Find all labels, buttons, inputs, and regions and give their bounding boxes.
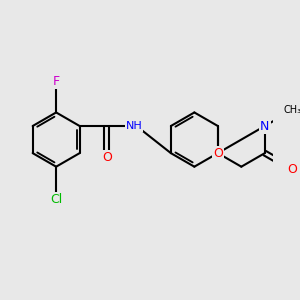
Text: Cl: Cl — [50, 193, 62, 206]
Text: O: O — [213, 147, 223, 160]
Text: O: O — [287, 163, 297, 176]
Text: F: F — [52, 75, 60, 88]
Text: CH₃: CH₃ — [283, 105, 300, 115]
Text: N: N — [260, 119, 269, 133]
Text: NH: NH — [125, 121, 142, 131]
Text: O: O — [102, 151, 112, 164]
